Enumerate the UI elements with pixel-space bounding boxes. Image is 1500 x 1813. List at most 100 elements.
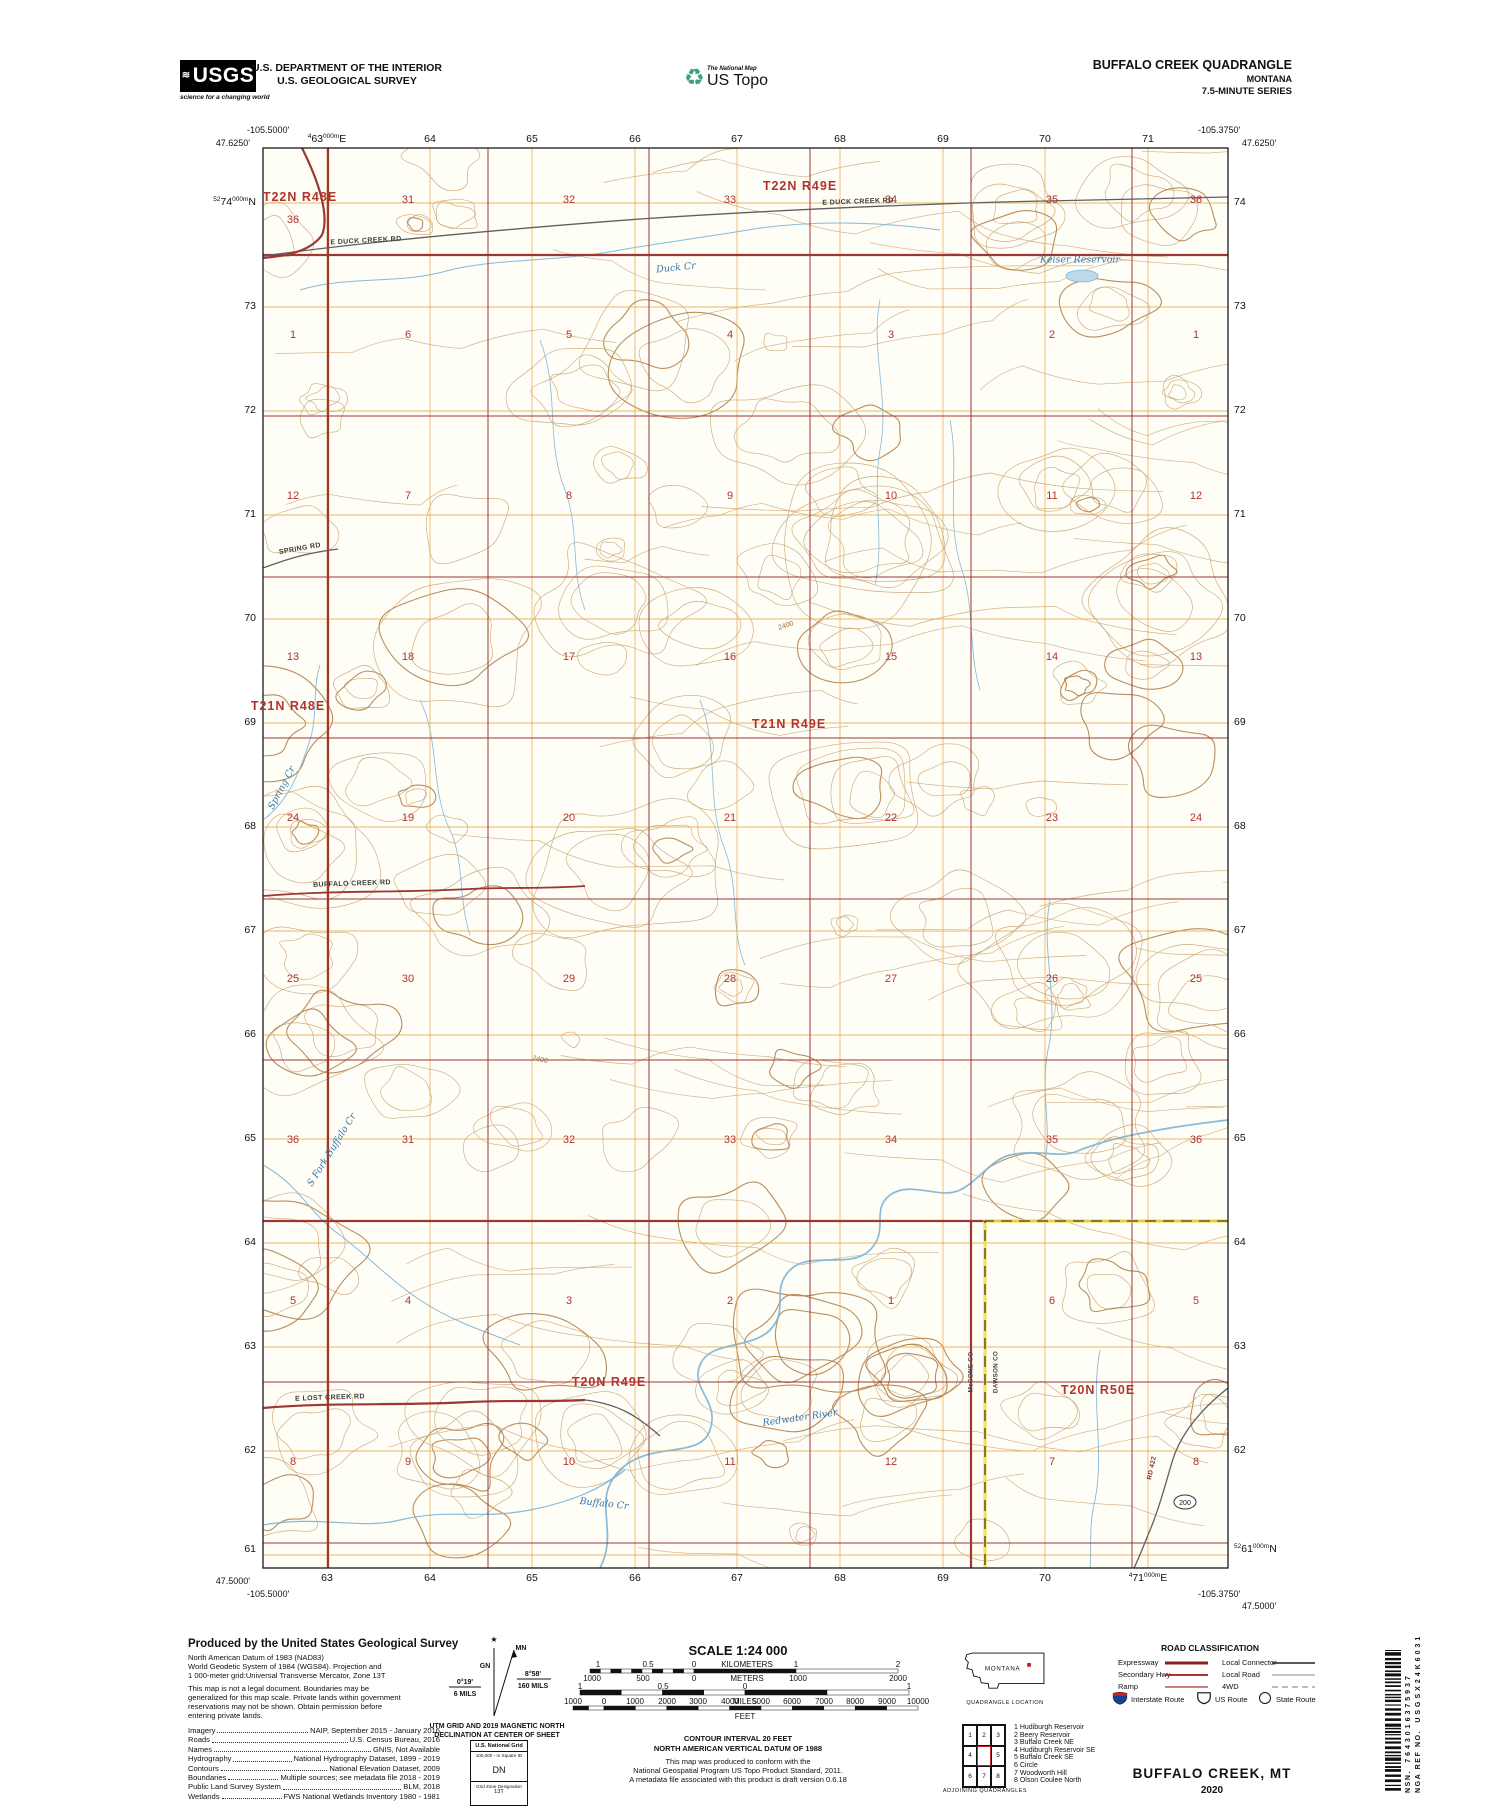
section-number: 20 [562, 812, 576, 824]
declination-diagram: ★ GN MN 0°19' 6 MILS 8°58' 160 MILS [449, 1635, 551, 1717]
footer-text-line: North American Datum of 1983 (NAD83) [188, 1653, 324, 1662]
scale-label: 1000 [583, 1674, 601, 1683]
dept-line2: U.S. GEOLOGICAL SURVEY [277, 75, 417, 87]
adjoining-caption: ADJOINING QUADRANGLES [942, 1788, 1028, 1794]
scale-label: 0 [691, 1660, 697, 1669]
corner-top-left-lat: 47.6250' [215, 138, 250, 148]
legend-interstate: Interstate Route [1131, 1695, 1185, 1704]
grid-north-label: GN [480, 1663, 491, 1670]
scale-label: 6000 [783, 1697, 801, 1706]
quadrangle-location-caption: QUADRANGLE LOCATION [966, 1700, 1044, 1706]
section-number: 22 [884, 812, 898, 824]
utm-northing-right: 69 [1234, 716, 1246, 728]
credit-row: Contours National Elevation Dataset, 2009 [188, 1763, 440, 1773]
adjoining-quad-name: 5 Buffalo Creek SE [1014, 1754, 1074, 1762]
section-number: 13 [286, 651, 300, 663]
adjoining-cell: 7 [977, 1766, 991, 1787]
utm-easting-top: 67 [731, 133, 743, 145]
true-north-star-icon: ★ [490, 1635, 497, 1644]
scale-label: 7000 [815, 1697, 833, 1706]
state-route-200-marker: 200 [1179, 1500, 1191, 1507]
section-number: 36 [1189, 194, 1203, 206]
adjoining-quad-name: 4 Hudiburgh Reservoir SE [1014, 1746, 1096, 1754]
section-number: 16 [723, 651, 737, 663]
utm-easting-bottom: 66 [629, 1572, 641, 1584]
utm-easting-top: 68 [834, 133, 846, 145]
utm-easting-top: 70 [1039, 133, 1051, 145]
national-map-label: The National Map [707, 66, 757, 72]
section-number: 25 [286, 973, 300, 985]
usgs-wave-icon: ≋ [181, 70, 191, 81]
usng-zone: 13T [494, 1789, 504, 1795]
utm-easting-top: 65 [526, 133, 538, 145]
utm-northing-right: 74 [1234, 196, 1246, 208]
produced-by: Produced by the United States Geological… [188, 1638, 459, 1650]
section-number: 12 [286, 490, 300, 502]
section-number: 11 [1046, 490, 1058, 502]
scale-label: 9000 [878, 1697, 896, 1706]
adjoining-center-cell [977, 1745, 991, 1767]
utm-northing-right: 63 [1234, 1340, 1246, 1352]
utm-easting-top: 69 [937, 133, 949, 145]
utm-easting-bottom: 63 [321, 1572, 333, 1584]
section-number: 35 [1045, 1134, 1059, 1146]
credits-block: Imagery NAIP, September 2015 - January 20… [188, 1726, 440, 1801]
barcode-nsn: NSN. 7643016375937 [1405, 1673, 1412, 1793]
legend-us-route: US Route [1215, 1695, 1248, 1704]
section-number: 6 [1048, 1295, 1056, 1307]
section-number: 25 [1189, 973, 1203, 985]
utm-northing-right: 67 [1234, 924, 1246, 936]
adjoining-quad-name: 2 Beery Reservoir [1014, 1731, 1071, 1739]
datum-block: North American Datum of 1983 (NAD83) Worl… [188, 1653, 386, 1680]
section-number: 10 [562, 1456, 576, 1468]
scale-label: 0.5 [642, 1660, 654, 1669]
road-classification-title: ROAD CLASSIFICATION [1160, 1643, 1260, 1653]
scale-label: 10000 [906, 1697, 930, 1706]
quadrangle-title: BUFFALO CREEK QUADRANGLE [1092, 58, 1292, 72]
adjoining-list: 1 Hudiburgh Reservoir 2 Beery Reservoir 3 … [1014, 1724, 1095, 1785]
scale-label: 2 [895, 1660, 901, 1669]
utm-northing-right: 64 [1234, 1236, 1246, 1248]
corner-top-right-lon: -105.3750' [1198, 125, 1241, 135]
township-label: T21N R49E [751, 717, 827, 731]
usng-subtitle: 100,000 - m Square ID [475, 1753, 523, 1758]
township-label: T20N R49E [571, 1375, 647, 1389]
gn-declination-mils: 6 MILS [454, 1691, 477, 1698]
credit-row: Imagery NAIP, September 2015 - January 20… [188, 1726, 440, 1735]
section-number: 1 [1192, 329, 1200, 341]
legend-4wd: 4WD [1222, 1682, 1239, 1691]
section-number: 36 [286, 214, 300, 226]
legend-ramp: Ramp [1118, 1682, 1139, 1691]
adjoining-cell: 4 [963, 1745, 977, 1767]
scale-label: MILES [732, 1697, 758, 1706]
conform-line2: National Geospatial Program US Topo Prod… [633, 1766, 843, 1775]
utm-northing-left: 61 [244, 1543, 256, 1555]
contour-interval: CONTOUR INTERVAL 20 FEET [683, 1734, 793, 1743]
section-number: 33 [723, 194, 737, 206]
usng-zone-label: Grid Zone Designation [471, 1781, 527, 1789]
utm-easting-bottom: 68 [834, 1572, 846, 1584]
section-number: 19 [401, 812, 415, 824]
section-number: 24 [1189, 812, 1203, 824]
footer-text-line: reservations may not be shown. Obtain pe… [188, 1702, 383, 1711]
utm-easting-top: 71 [1142, 133, 1154, 145]
scale-label: 0 [742, 1682, 748, 1691]
vertical-datum: NORTH AMERICAN VERTICAL DATUM OF 1988 [653, 1744, 823, 1753]
usng-square-id: DN [492, 1765, 506, 1775]
scale-label: 5000 [752, 1697, 770, 1706]
footer-text-line: This map is not a legal document. Bounda… [188, 1684, 370, 1693]
section-number: 23 [1045, 812, 1059, 824]
section-number: 31 [401, 1134, 415, 1146]
section-number: 9 [726, 490, 734, 502]
scale-label: 1 [595, 1660, 601, 1669]
utm-easting-top: 66 [629, 133, 641, 145]
scale-label: 1000 [789, 1674, 807, 1683]
township-label: T20N R50E [1060, 1383, 1136, 1397]
quadrangle-state: MONTANA [1246, 74, 1292, 84]
section-number: 27 [884, 973, 898, 985]
state-locator-map: MONTANA [964, 1652, 1045, 1689]
footer-text-line: generalized for this map scale. Private … [188, 1693, 401, 1702]
section-number: 5 [289, 1295, 297, 1307]
